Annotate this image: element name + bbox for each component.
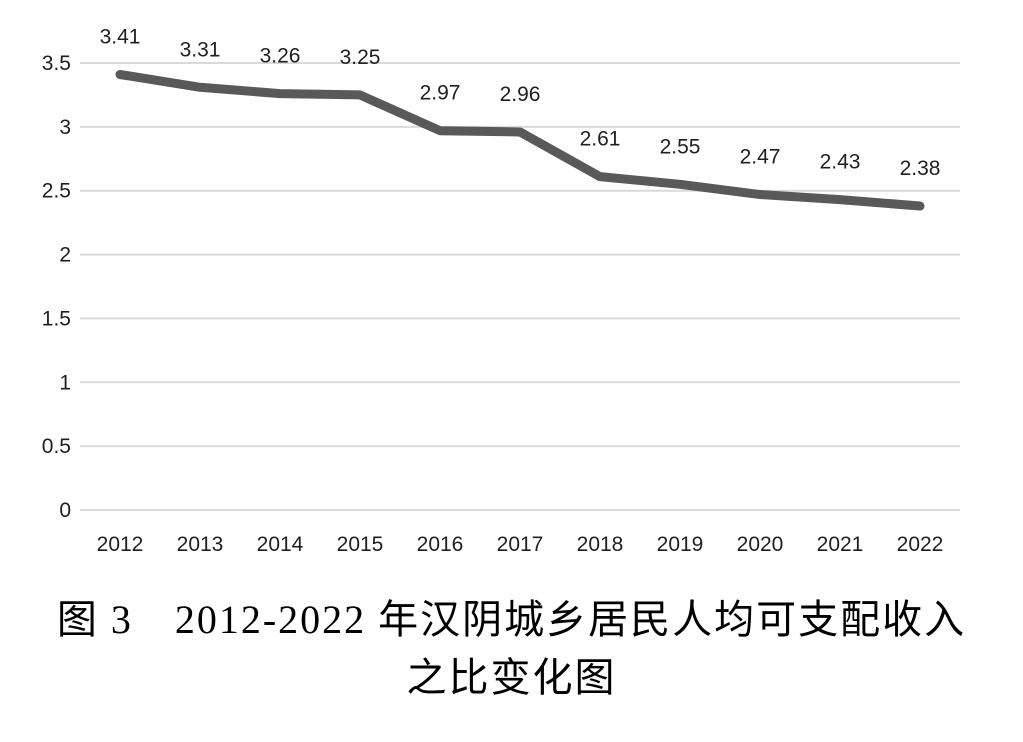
x-axis-tick-label: 2012	[97, 533, 144, 556]
data-point-label: 2.61	[580, 128, 621, 151]
x-axis-tick-label: 2018	[577, 533, 624, 556]
y-axis-tick-label: 2.5	[42, 180, 71, 203]
y-axis-tick-label: 1.5	[42, 307, 71, 330]
data-point-label: 2.47	[740, 146, 781, 169]
y-axis-tick-label: 3.5	[42, 52, 71, 75]
x-axis-tick-label: 2015	[337, 533, 384, 556]
data-point-label: 2.96	[500, 83, 541, 106]
x-axis-tick-label: 2013	[177, 533, 224, 556]
data-point-label: 3.25	[340, 46, 381, 69]
y-axis-tick-label: 0	[59, 499, 71, 522]
y-axis-tick-label: 1	[59, 371, 71, 394]
data-point-label: 3.26	[260, 45, 301, 68]
x-axis-tick-label: 2016	[417, 533, 464, 556]
x-axis-tick-label: 2017	[497, 533, 544, 556]
x-axis-tick-label: 2022	[897, 533, 944, 556]
x-axis-tick-label: 2019	[657, 533, 704, 556]
data-point-label: 2.38	[900, 157, 941, 180]
data-series-line	[115, 69, 925, 211]
data-point-label: 2.43	[820, 151, 861, 174]
y-axis-tick-label: 2	[59, 244, 71, 267]
data-point-label: 3.41	[100, 25, 141, 48]
line-chart: 0 0.5 1 1.5 2 2.5 3 3.5 2012 2013 2014 2015 2016 2017…	[42, 25, 960, 556]
data-point-label: 2.97	[420, 82, 461, 105]
x-axis-tick-label: 2021	[817, 533, 864, 556]
data-point-label: 2.55	[660, 135, 701, 158]
y-axis-tick-label: 0.5	[42, 435, 71, 458]
data-point-label: 3.31	[180, 38, 221, 61]
caption-line-2: 之比变化图	[406, 655, 617, 700]
y-axis-tick-label: 3	[59, 116, 71, 139]
figure-caption: 图 3 2012-2022 年汉阴城乡居民人均可支配收入 之比变化图	[0, 591, 1023, 707]
x-axis-tick-label: 2014	[257, 533, 304, 556]
x-axis-tick-label: 2020	[737, 533, 784, 556]
caption-line-1: 图 3 2012-2022 年汉阴城乡居民人均可支配收入	[56, 597, 967, 642]
